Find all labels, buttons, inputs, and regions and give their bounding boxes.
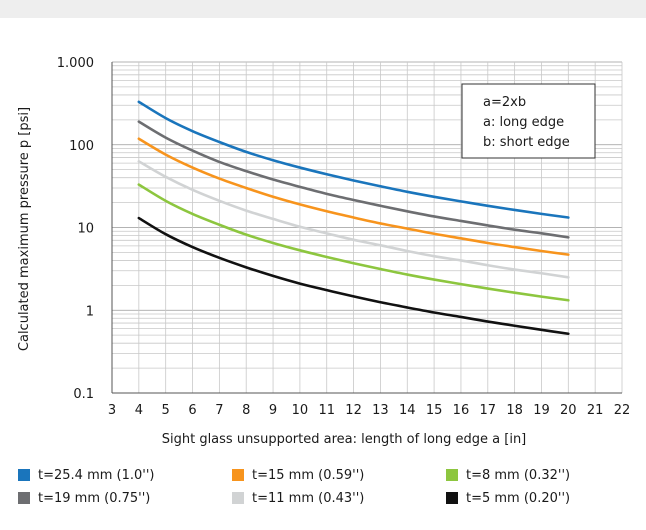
x-tick-label: 6 (188, 403, 196, 418)
x-tick-label: 4 (135, 403, 143, 418)
series-line-2 (137, 120, 570, 239)
x-tick-label: 18 (506, 403, 523, 418)
legend: t=25.4 mm (1.0'') t=15 mm (0.59'') t=8 mm … (18, 464, 638, 522)
y-tick-label: 1.000 (57, 56, 94, 71)
x-tick-label: 8 (242, 403, 250, 418)
x-tick-label: 19 (533, 403, 550, 418)
x-tick-label: 17 (480, 403, 497, 418)
x-tick-label: 16 (453, 403, 470, 418)
legend-swatch (446, 469, 458, 481)
y-axis-title: Calculated maximum pressure p [psi] (17, 107, 32, 351)
x-tick-label: 22 (614, 403, 631, 418)
x-tick-label: 9 (269, 403, 277, 418)
legend-label: t=5 mm (0.20'') (466, 490, 571, 506)
legend-item: t=25.4 mm (1.0'') (18, 464, 232, 486)
x-tick-label: 15 (426, 403, 443, 418)
annotation-line: a=2xb (483, 95, 526, 110)
annotation-line: a: long edge (483, 115, 564, 130)
legend-label: t=11 mm (0.43'') (252, 490, 365, 506)
chart-svg: 3 4 5 6 7 8 9 10 11 12 13 14 15 16 17 18 19 20 21 22 0.1 1 10 1… (17, 56, 630, 447)
legend-swatch (232, 492, 244, 504)
series-line-4 (137, 160, 570, 279)
x-tick-label: 12 (345, 403, 362, 418)
x-tick-label: 13 (372, 403, 389, 418)
x-tick-label: 10 (292, 403, 309, 418)
x-tick-label: 3 (108, 403, 116, 418)
axis-layer: 3 4 5 6 7 8 9 10 11 12 13 14 15 16 17 18 19 20 21 22 0.1 1 10 1… (57, 56, 630, 418)
annotation-line: b: short edge (483, 135, 570, 150)
legend-item: t=19 mm (0.75'') (18, 487, 232, 509)
x-tick-label: 5 (162, 403, 170, 418)
x-tick-label: 14 (399, 403, 416, 418)
legend-item: t=5 mm (0.20'') (446, 487, 638, 509)
x-tick-label: 21 (587, 403, 604, 418)
series-line-1 (137, 100, 570, 219)
series-layer (137, 100, 570, 336)
x-axis-title: Sight glass unsupported area: length of … (162, 432, 527, 447)
legend-label: t=8 mm (0.32'') (466, 467, 571, 483)
x-tick-label: 11 (318, 403, 335, 418)
legend-label: t=25.4 mm (1.0'') (38, 467, 155, 483)
legend-item: t=11 mm (0.43'') (232, 487, 446, 509)
legend-label: t=15 mm (0.59'') (252, 467, 365, 483)
legend-swatch (18, 469, 30, 481)
top-band (0, 0, 646, 18)
legend-item: t=8 mm (0.32'') (446, 464, 638, 486)
annotation-box: a=2xb a: long edge b: short edge (461, 83, 596, 159)
legend-swatch (232, 469, 244, 481)
legend-swatch (18, 492, 30, 504)
y-tick-label: 100 (69, 139, 94, 154)
series-line-6 (137, 216, 570, 336)
annotation-frame (461, 83, 596, 159)
y-tick-label: 10 (77, 222, 94, 237)
legend-label: t=19 mm (0.75'') (38, 490, 151, 506)
x-tick-label: 7 (215, 403, 223, 418)
y-tick-label: 0.1 (73, 387, 94, 402)
legend-swatch (446, 492, 458, 504)
y-tick-label: 1 (86, 304, 94, 319)
legend-item: t=15 mm (0.59'') (232, 464, 446, 486)
series-line-5 (137, 183, 570, 302)
x-tick-label: 20 (560, 403, 577, 418)
series-line-3 (137, 137, 570, 256)
